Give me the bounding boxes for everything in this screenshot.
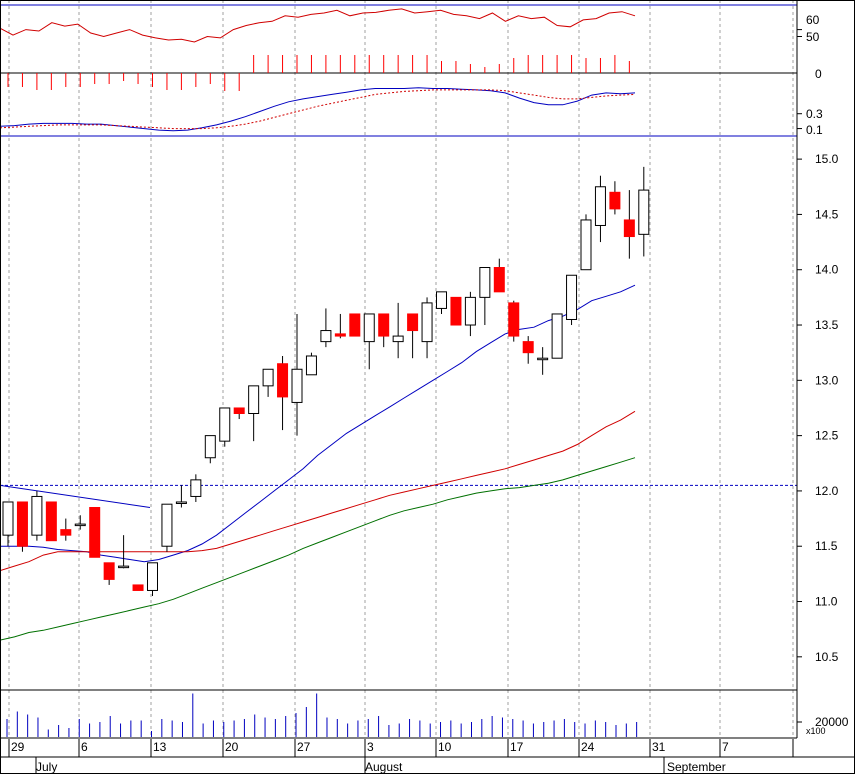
rsi-line <box>0 8 636 43</box>
month-label-september: September <box>667 760 726 774</box>
x-tick-label: 31 <box>652 740 666 754</box>
rsi-tick-label: 60 <box>806 13 820 27</box>
ma-slow-line <box>0 457 636 641</box>
ma-fast-line <box>0 284 636 563</box>
price-tick-label: 13.0 <box>815 373 839 387</box>
volume-panel <box>6 693 638 737</box>
price-tick-label: 14.5 <box>815 207 839 221</box>
candle-down <box>609 191 621 210</box>
candle-up <box>392 335 404 343</box>
candle-up <box>74 523 86 527</box>
candle-up <box>118 565 130 569</box>
macd-tick-label: 0.3 <box>806 107 823 121</box>
candle-down <box>522 341 534 354</box>
x-tick-label: 13 <box>153 740 167 754</box>
candle-down <box>407 313 419 332</box>
candle-down <box>508 302 520 337</box>
price-tick-label: 12.5 <box>815 429 839 443</box>
candle-up <box>31 495 43 536</box>
candle-down <box>349 313 361 337</box>
x-tick-label: 6 <box>81 740 88 754</box>
x-tick-label: 10 <box>438 740 452 754</box>
price-tick-label: 12.0 <box>815 484 839 498</box>
candle-down <box>378 313 390 337</box>
macd-panel <box>0 55 797 137</box>
volume-tick-label: 20000 <box>815 715 849 729</box>
candle-down <box>45 501 57 542</box>
candle-up <box>2 501 14 536</box>
candle-up <box>638 189 650 235</box>
candle-up <box>580 219 592 271</box>
candle-up <box>464 296 476 326</box>
price-tick-label: 13.5 <box>815 318 839 332</box>
price-tick-label: 15.0 <box>815 152 839 166</box>
candle-up <box>147 562 158 591</box>
candle-down <box>277 363 289 398</box>
candle-down <box>16 501 28 547</box>
x-tick-label: 3 <box>367 740 374 754</box>
candle-up <box>421 302 433 343</box>
rsi-tick-label: 50 <box>806 30 820 44</box>
candle-down <box>623 219 635 238</box>
candle-up <box>436 291 447 309</box>
x-tick-label: 29 <box>11 740 25 754</box>
candle-up <box>161 503 173 547</box>
candle-down <box>233 407 245 415</box>
candle-up <box>305 355 317 376</box>
candle-down <box>60 529 72 536</box>
price-tick-label: 11.5 <box>815 539 838 553</box>
price-tick-label: 11.0 <box>815 595 838 609</box>
candle-down <box>89 507 101 558</box>
x-tick-label: 24 <box>581 740 595 754</box>
candle-up <box>551 313 563 359</box>
candle-up <box>291 368 303 403</box>
candle-up <box>566 274 578 320</box>
x-tick-label: 20 <box>225 740 239 754</box>
x-tick-label: 27 <box>297 740 311 754</box>
candle-up <box>190 479 202 497</box>
candle-down <box>450 296 462 326</box>
volume-unit-label: x100 <box>806 726 826 736</box>
candle-up <box>594 186 606 226</box>
candle-up <box>248 385 260 415</box>
macd-tick-label: 0.1 <box>806 123 823 137</box>
price-panel <box>0 166 797 641</box>
candle-up <box>537 357 549 361</box>
month-label-july: July <box>36 760 57 774</box>
axis-labels: 60 50 0 0.3 0.1 20000 x100 July August S… <box>8 13 849 774</box>
x-tick-label: 7 <box>722 740 729 754</box>
month-label-august: August <box>365 760 403 774</box>
candle-up <box>320 330 332 343</box>
candle-down <box>132 584 144 591</box>
candle-up <box>262 368 274 387</box>
macd-line <box>0 87 636 132</box>
candle-down <box>103 562 115 580</box>
candle-down <box>493 267 505 293</box>
price-tick-label: 14.0 <box>815 263 839 277</box>
ma-mid-line <box>0 410 636 572</box>
price-tick-label: 10.5 <box>815 650 839 664</box>
macd-signal-line <box>0 89 636 130</box>
candle-up <box>204 435 216 459</box>
candle-up <box>479 267 491 298</box>
trend-line <box>0 484 151 509</box>
candle-up <box>363 313 375 343</box>
candle-up <box>219 407 231 442</box>
macd-zero-label: 0 <box>815 67 822 81</box>
candle-up <box>175 501 187 504</box>
x-tick-label: 17 <box>510 740 524 754</box>
rsi-panel <box>0 4 797 43</box>
candle-down <box>334 333 346 337</box>
